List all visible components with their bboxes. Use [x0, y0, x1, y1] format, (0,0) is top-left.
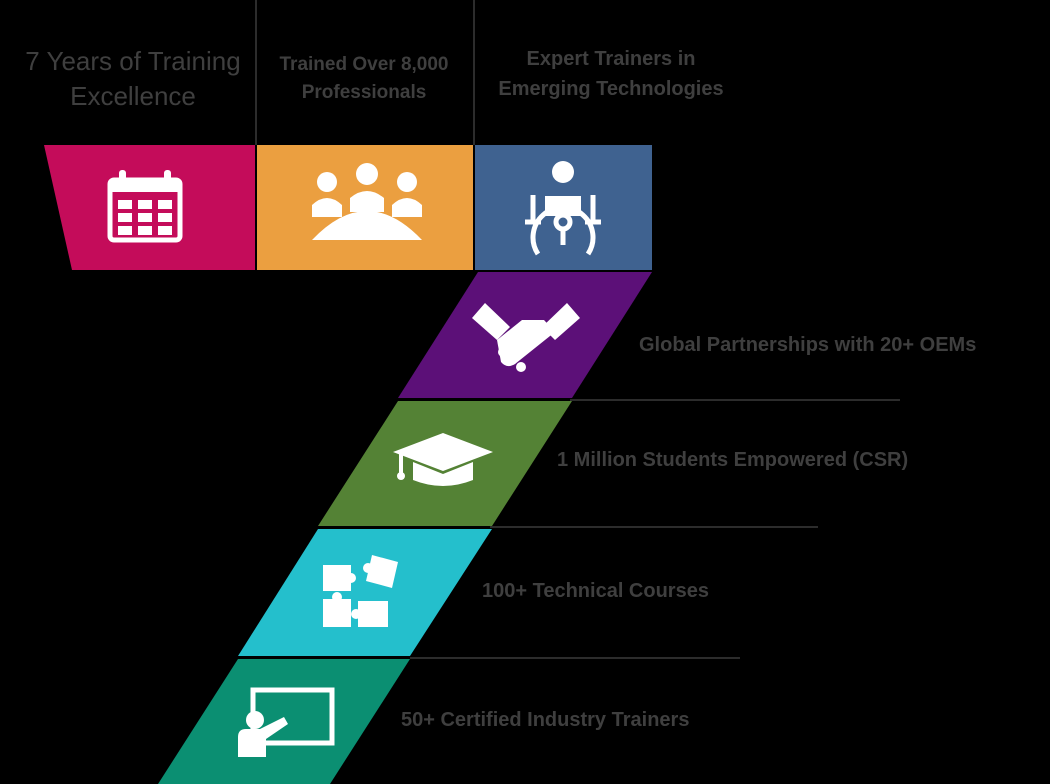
- block-courses: [238, 529, 492, 656]
- team-meeting-icon: [312, 163, 422, 240]
- top-title-expert-trainers: Expert Trainers in Emerging Technologies: [480, 44, 742, 104]
- top-title-expert-trainers-line1: Expert Trainers in: [526, 48, 696, 70]
- top-title-expert-trainers-line2: Emerging Technologies: [498, 78, 724, 100]
- top-title-years-line1: 7 Years of Training: [25, 46, 241, 76]
- graduation-cap-icon: [393, 433, 493, 486]
- top-title-professionals-line2: Professionals: [301, 82, 427, 103]
- top-title-years-line2: Excellence: [70, 81, 196, 111]
- row-label-students: 1 Million Students Empowered (CSR): [557, 449, 909, 471]
- top-title-professionals-line1: Trained Over 8,000: [279, 54, 449, 75]
- row-label-courses: 100+ Technical Courses: [482, 580, 709, 602]
- trainer-gear-icon: [525, 161, 601, 256]
- row-label-trainers: 50+ Certified Industry Trainers: [401, 709, 690, 731]
- calendar-icon: [107, 170, 183, 243]
- puzzle-icon: [323, 555, 398, 627]
- handshake-icon: [472, 303, 580, 372]
- top-title-professionals: Trained Over 8,000 Professionals: [258, 51, 470, 107]
- top-title-years: 7 Years of Training Excellence: [14, 44, 252, 114]
- presentation-board-icon: [238, 687, 335, 757]
- row-label-partnerships: Global Partnerships with 20+ OEMs: [639, 334, 977, 356]
